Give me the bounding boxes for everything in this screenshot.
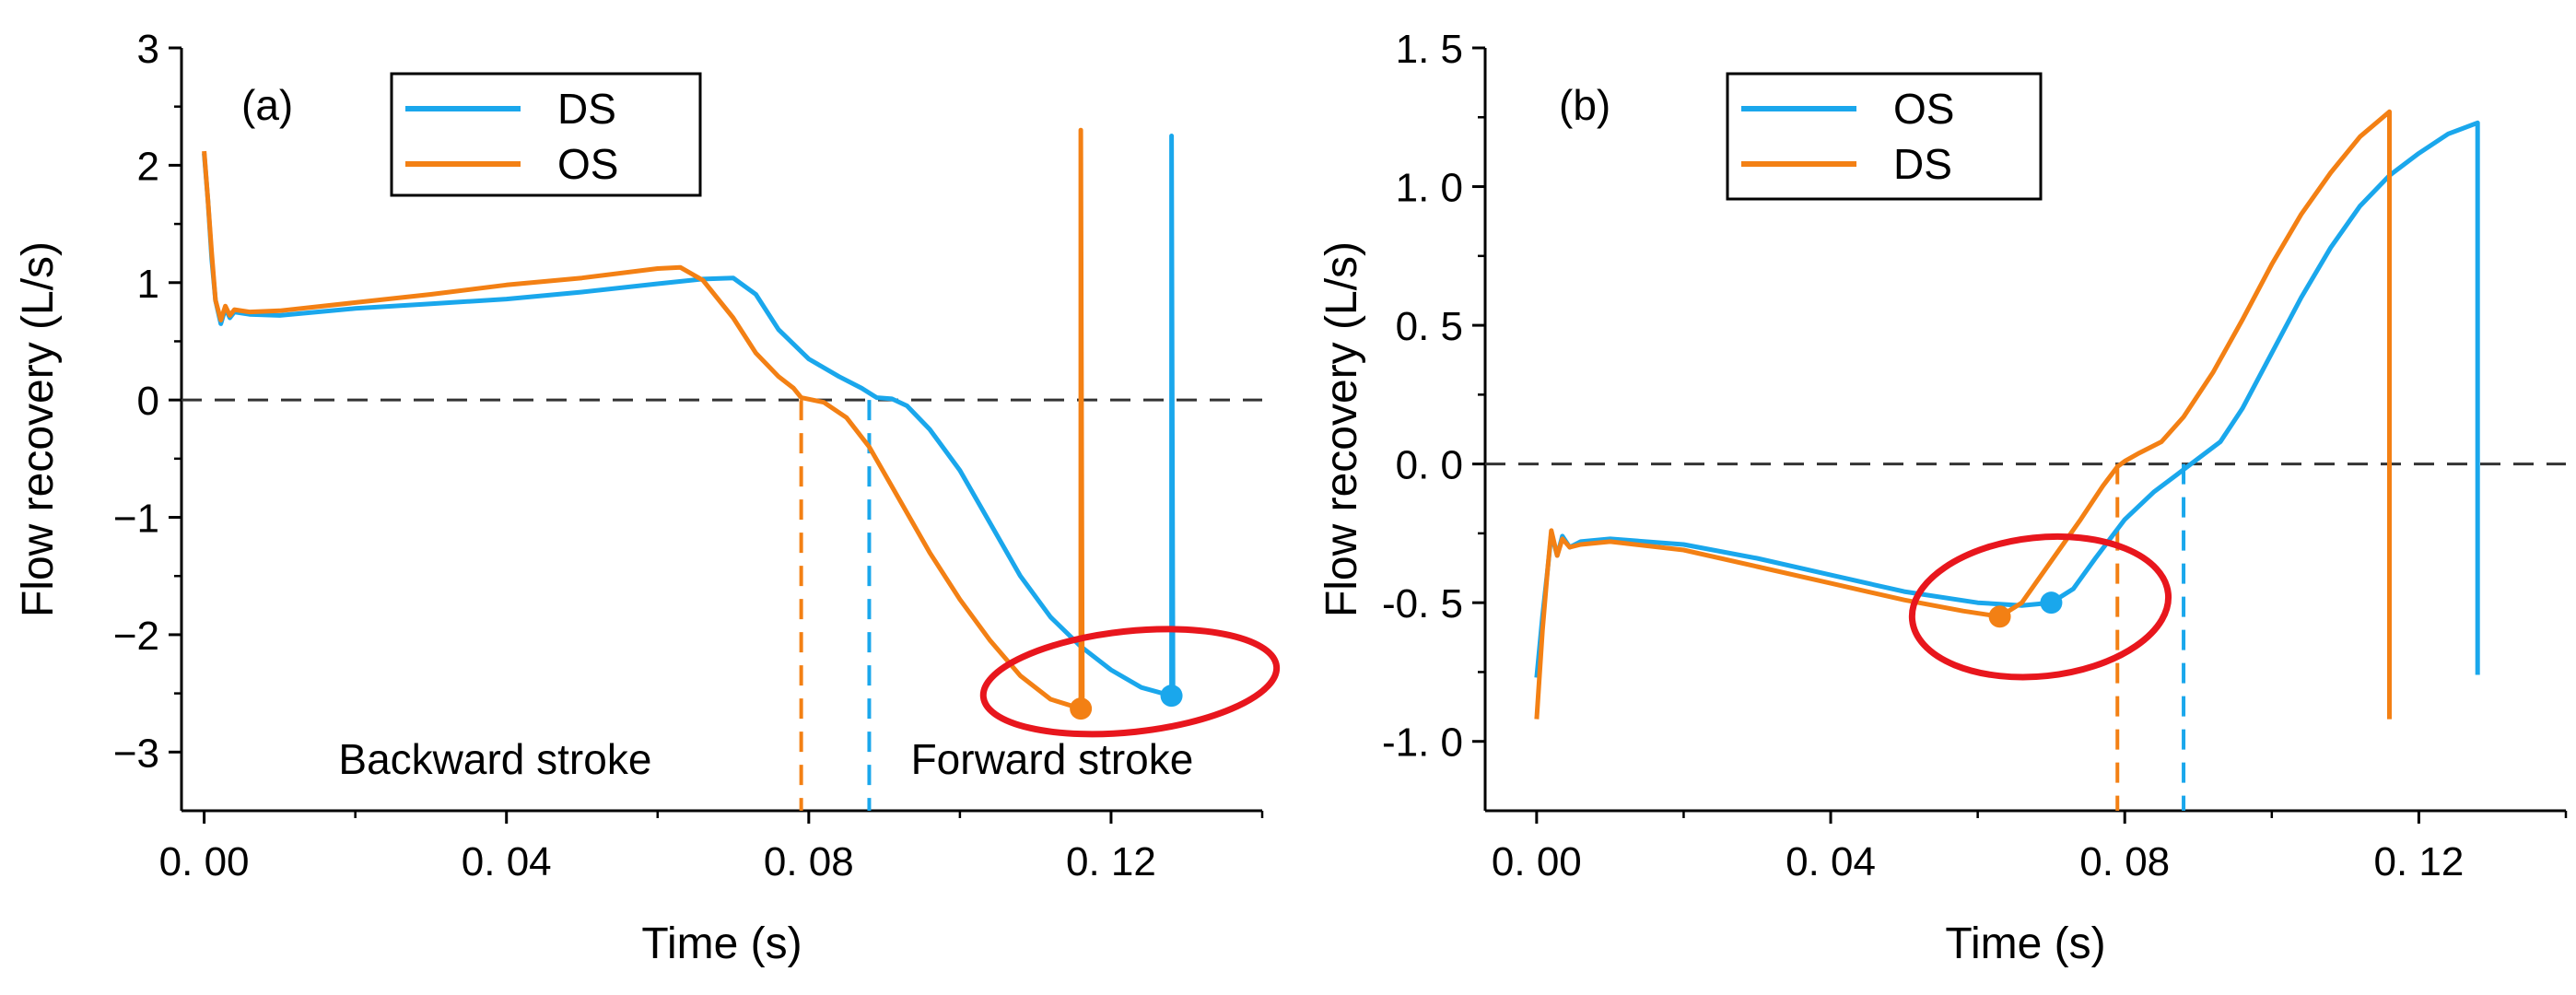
series-line-os [202,127,1085,711]
series-line-os [1534,120,2480,678]
series-end-marker-os [1070,697,1093,720]
y-tick-label: −2 [113,614,159,659]
panel-label: (a) [241,81,293,129]
x-tick-label: 0. 04 [1786,839,1876,884]
y-tick-label: -1. 0 [1382,720,1463,766]
stroke-annotation: Forward stroke [911,735,1194,783]
legend-box [1726,72,2043,201]
y-tick-label: 1. 5 [1396,27,1463,72]
x-tick-label: 0. 08 [764,839,854,884]
stroke-annotation: Backward stroke [338,735,651,783]
y-tick-label: -0. 5 [1382,581,1463,626]
chart-panel-a: 3 2 1 0 −1 −2 −3 0. 00 0. 04 0. 08 0. 12 Time (s) Fl… [14,27,1281,968]
x-axis-title: Time (s) [641,919,802,968]
legend-label-os: OS [557,140,618,188]
y-axis-title: Flow recovery (L/s) [14,241,63,617]
y-tick-label: 0. 0 [1396,443,1463,488]
highlight-ellipse [979,626,1281,738]
legend-label-os: OS [1893,85,1954,133]
x-tick-label: 0. 12 [1066,839,1156,884]
x-tick-label: 0. 08 [2079,839,2170,884]
series-end-marker-ds [1160,685,1183,708]
x-tick-label: 0. 00 [159,839,250,884]
y-tick-label: 0. 5 [1396,304,1463,349]
y-tick-label: 3 [137,27,159,72]
x-tick-label: 0. 00 [1492,839,1582,884]
panel-label: (b) [1559,81,1610,129]
series-line-ds [1534,109,2392,720]
y-tick-label: 0 [137,379,159,424]
y-tick-label: 2 [137,144,159,189]
series-end-marker-ds [1988,605,2011,628]
legend-label-ds: DS [1893,140,1952,188]
x-tick-label: 0. 12 [2373,839,2464,884]
series-line-ds [202,134,1176,698]
highlight-ellipse [1908,533,2172,681]
legend-box [390,72,702,197]
y-axis-title: Flow recovery (L/s) [1317,241,1366,617]
x-axis-title: Time (s) [1945,919,2105,968]
x-tick-label: 0. 04 [462,839,552,884]
chart-panel-b: 1. 5 1. 0 0. 5 0. 0 -0. 5 -1. 0 0. 00 0. 04 0. 0… [1317,27,2568,968]
series-end-marker-os [2040,591,2063,615]
y-tick-label: 1 [137,262,159,307]
y-tick-label: −3 [113,731,159,776]
y-tick-label: 1. 0 [1396,166,1463,211]
legend-label-ds: DS [557,85,616,133]
y-tick-label: −1 [113,497,159,542]
